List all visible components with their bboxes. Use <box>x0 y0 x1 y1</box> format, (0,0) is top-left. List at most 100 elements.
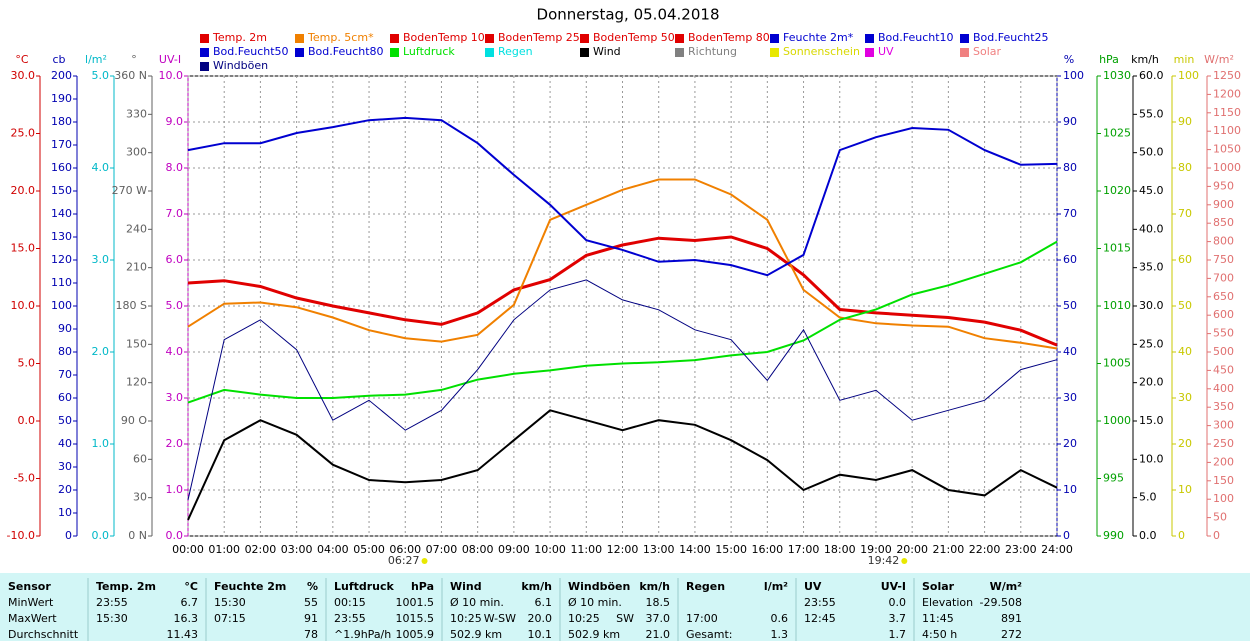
legend-label: Wind <box>593 45 621 58</box>
legend-label: Bod.Feucht10 <box>878 31 954 44</box>
tick-label: 1.0 <box>166 483 184 496</box>
table-cell: Gesamt: <box>686 628 733 641</box>
x-tick-label: 15:00 <box>715 543 747 556</box>
x-tick-label: 10:00 <box>534 543 566 556</box>
series-line <box>187 116 1058 277</box>
tick-label: 30 <box>1063 391 1077 404</box>
tick-label: 0.0 <box>1139 529 1157 542</box>
tick-label: 170 <box>51 138 72 151</box>
table-cell: 21.0 <box>646 628 671 641</box>
tick-label: 0 <box>1213 529 1220 542</box>
table-cell: 16.3 <box>174 612 199 625</box>
tick-label: 120 <box>51 253 72 266</box>
table-header: l/m² <box>764 580 788 593</box>
axis-unit: UV-I <box>159 53 181 66</box>
tick-label: 4.0 <box>166 345 184 358</box>
tick-label: 70 <box>1178 207 1192 220</box>
chart-title: Donnerstag, 05.04.2018 <box>537 6 720 24</box>
tick-label: 100 <box>1063 69 1084 82</box>
tick-label: 1030 <box>1103 69 1131 82</box>
legend-swatch <box>390 34 399 43</box>
tick-label: 270 W <box>112 184 147 197</box>
legend-label: UV <box>878 45 894 58</box>
tick-label: 90 O <box>121 414 147 427</box>
tick-label: 1005 <box>1103 357 1131 370</box>
table-header: UV <box>804 580 822 593</box>
x-tick-label: 21:00 <box>933 543 965 556</box>
legend-label: Sonnenschein <box>783 45 860 58</box>
table-header: Sensor <box>8 580 51 593</box>
tick-label: 550 <box>1213 327 1234 340</box>
tick-label: 140 <box>51 207 72 220</box>
table-cell: 00:15 <box>334 596 366 609</box>
legend-label: Bod.Feucht50 <box>213 45 289 58</box>
tick-label: -5.0 <box>14 472 35 485</box>
legend-swatch <box>960 34 969 43</box>
tick-label: 6.0 <box>166 253 184 266</box>
table-header: Windböen <box>568 580 630 593</box>
tick-label: 160 <box>51 161 72 174</box>
axis-unit: % <box>1064 53 1074 66</box>
tick-label: 60.0 <box>1139 69 1164 82</box>
tick-label: 0.0 <box>18 414 36 427</box>
tick-label: 50 <box>58 414 72 427</box>
x-tick-label: 05:00 <box>353 543 385 556</box>
x-tick-label: 07:00 <box>426 543 458 556</box>
tick-label: 100 <box>1213 492 1234 505</box>
tick-label: 250 <box>1213 437 1234 450</box>
tick-label: 950 <box>1213 179 1234 192</box>
x-tick-label: 09:00 <box>498 543 530 556</box>
x-tick-label: 22:00 <box>969 543 1001 556</box>
x-tick-label: 03:00 <box>281 543 313 556</box>
tick-label: 180 S <box>116 299 147 312</box>
legend-label: Bod.Feucht25 <box>973 31 1049 44</box>
tick-label: 7.0 <box>166 207 184 220</box>
tick-label: -10.0 <box>7 529 35 542</box>
table-header: Luftdruck <box>334 580 395 593</box>
tick-label: 50 <box>1063 299 1077 312</box>
tick-label: 400 <box>1213 382 1234 395</box>
axis-unit: ° <box>131 53 137 66</box>
tick-label: 600 <box>1213 308 1234 321</box>
tick-label: 20.0 <box>11 184 36 197</box>
table-cell: 502.9 km <box>450 628 502 641</box>
table-cell: 18.5 <box>646 596 671 609</box>
tick-label: 3.0 <box>166 391 184 404</box>
tick-label: 80 <box>1178 161 1192 174</box>
tick-label: 0.0 <box>92 529 110 542</box>
tick-label: 60 <box>133 452 147 465</box>
tick-label: 30 <box>1178 391 1192 404</box>
table-cell: 0.0 <box>889 596 907 609</box>
table-cell: 1.3 <box>771 628 789 641</box>
table-cell: 0.6 <box>771 612 789 625</box>
x-tick-label: 11:00 <box>570 543 602 556</box>
tick-label: 990 <box>1103 529 1124 542</box>
axis-unit: l/m² <box>85 53 107 66</box>
tick-label: 80 <box>58 345 72 358</box>
tick-label: 650 <box>1213 290 1234 303</box>
tick-label: 5.0 <box>92 69 110 82</box>
legend-label: Regen <box>498 45 533 58</box>
table-cell: ^1.9hPa/h <box>334 628 391 641</box>
tick-label: 40 <box>1063 345 1077 358</box>
sun-icon <box>421 558 428 564</box>
legend-label: Bod.Feucht80 <box>308 45 384 58</box>
tick-label: 800 <box>1213 235 1234 248</box>
sun-annotation: 19:42 <box>868 554 900 567</box>
legend-swatch <box>770 48 779 57</box>
table-header: Feuchte 2m <box>214 580 286 593</box>
tick-label: 130 <box>51 230 72 243</box>
table-header: Regen <box>686 580 725 593</box>
series-line <box>187 235 1058 347</box>
table-header: Temp. 2m <box>96 580 156 593</box>
tick-label: 20 <box>1178 437 1192 450</box>
legend-swatch <box>865 34 874 43</box>
table-header: % <box>307 580 318 593</box>
tick-label: 240 <box>126 222 147 235</box>
table-cell: Ø 10 min. <box>568 596 622 609</box>
tick-label: 60 <box>1063 253 1077 266</box>
tick-label: 300 <box>1213 419 1234 432</box>
axis-unit: W/m² <box>1204 53 1234 66</box>
tick-label: 1000 <box>1213 161 1241 174</box>
legend-swatch <box>580 48 589 57</box>
